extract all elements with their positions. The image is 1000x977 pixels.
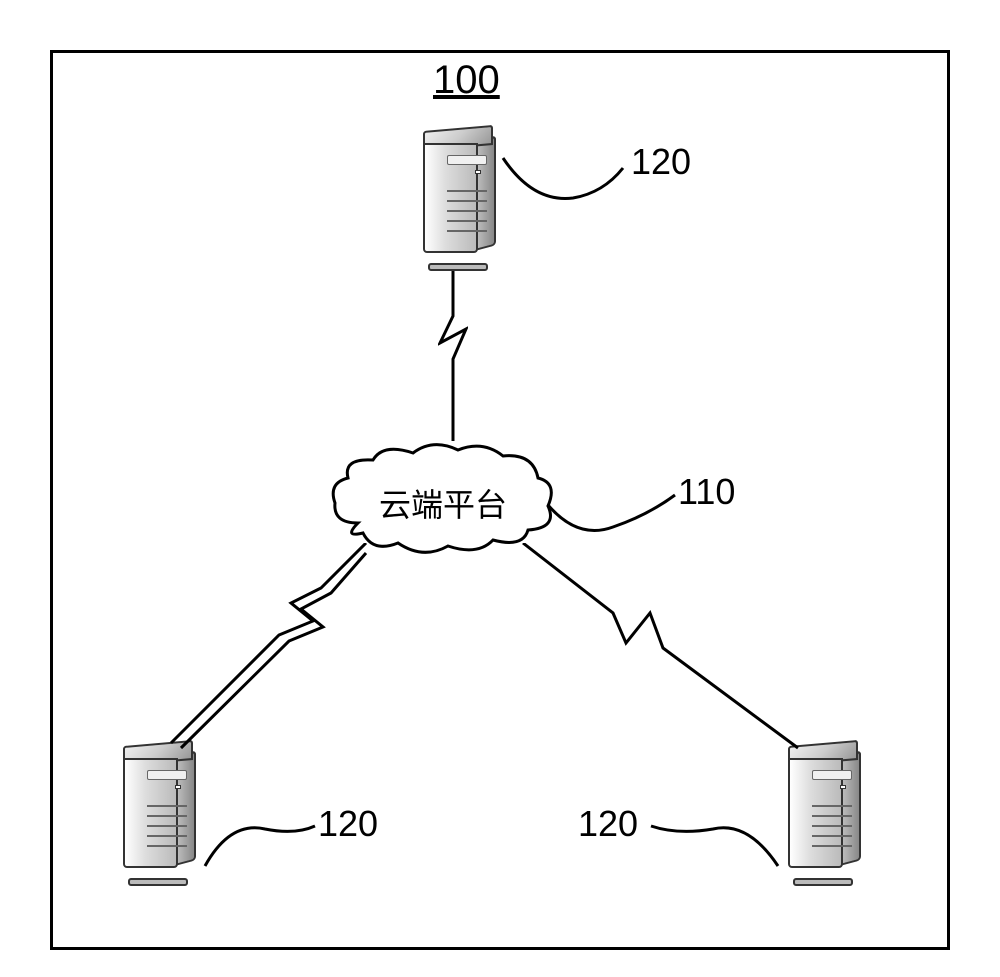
connection-left	[161, 543, 371, 753]
connection-top	[438, 271, 468, 446]
diagram-frame: 100 120	[50, 50, 950, 950]
cloud-label: 云端平台	[323, 480, 563, 526]
lead-server-left	[200, 821, 320, 876]
diagram-title: 100	[433, 58, 500, 103]
connection-right	[518, 543, 808, 753]
lead-server-right	[643, 821, 783, 876]
ref-server-right: 120	[578, 803, 638, 845]
lead-server-top	[493, 148, 633, 208]
server-left	[108, 733, 208, 893]
server-right	[773, 733, 873, 893]
ref-server-top: 120	[631, 141, 691, 183]
ref-server-left: 120	[318, 803, 378, 845]
ref-cloud: 110	[678, 471, 735, 513]
lead-cloud	[543, 485, 683, 540]
